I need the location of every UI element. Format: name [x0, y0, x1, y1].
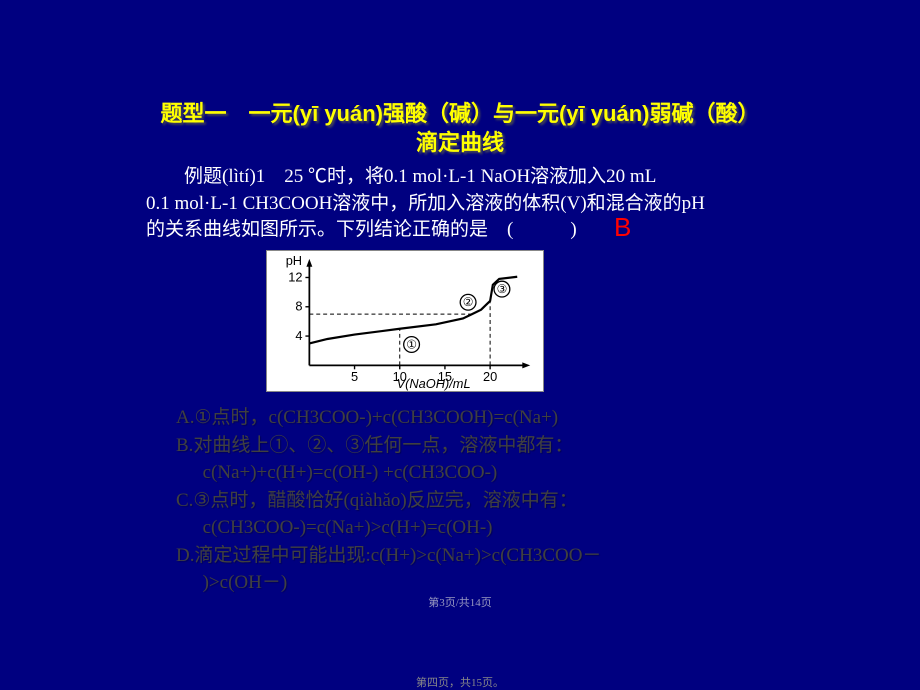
option-d-line2: )>c(OH－) — [176, 569, 800, 597]
problem-line-1: 例题(lìtí)1 25 ℃时，将0.1 mol·L-1 NaOH溶液加入20 … — [146, 164, 790, 191]
answer-options: A.①点时，c(CH3COO-)+c(CH3COOH)=c(Na+) B.对曲线… — [176, 404, 800, 597]
problem-line-2: 0.1 mol·L-1 CH3COOH溶液中，所加入溶液的体积(V)和混合液的p… — [146, 191, 790, 218]
svg-text:5: 5 — [351, 369, 358, 384]
svg-text:8: 8 — [295, 299, 302, 314]
section-title: 题型一 一元(yī yuán)强酸（碱）与一元(yī yuán)弱碱（酸）滴定曲… — [150, 100, 770, 157]
svg-text:4: 4 — [295, 328, 302, 343]
svg-text:②: ② — [463, 295, 474, 309]
chart-svg: 48125101520pHV(NaOH)/mL①②③ — [267, 251, 543, 391]
svg-text:20: 20 — [483, 369, 497, 384]
problem-text: 例题(lìtí)1 25 ℃时，将0.1 mol·L-1 NaOH溶液加入20 … — [146, 164, 790, 244]
titration-chart: 48125101520pHV(NaOH)/mL①②③ — [266, 250, 544, 392]
page-indicator-mid: 第3页/共14页 — [0, 594, 920, 610]
option-c-line1: C.③点时，醋酸恰好(qiàhǎo)反应完，溶液中有： — [176, 487, 800, 515]
option-d-line1: D.滴定过程中可能出现:c(H+)>c(Na+)>c(CH3COO－ — [176, 542, 800, 570]
answer-letter: B — [614, 212, 631, 243]
svg-text:①: ① — [406, 337, 417, 351]
option-b-line2: c(Na+)+c(H+)=c(OH-) +c(CH3COO-) — [176, 459, 800, 487]
svg-text:12: 12 — [288, 269, 302, 284]
option-a: A.①点时，c(CH3COO-)+c(CH3COOH)=c(Na+) — [176, 404, 800, 432]
option-b-line1: B.对曲线上①、②、③任何一点，溶液中都有： — [176, 432, 800, 460]
problem-line-3: 的关系曲线如图所示。下列结论正确的是 ( ) — [146, 217, 790, 244]
svg-text:V(NaOH)/mL: V(NaOH)/mL — [397, 376, 471, 391]
option-c-line2: c(CH3COO-)=c(Na+)>c(H+)=c(OH-) — [176, 514, 800, 542]
page-indicator-bottom: 第四页，共15页。 — [0, 674, 920, 690]
svg-text:③: ③ — [497, 282, 508, 296]
svg-text:pH: pH — [286, 253, 302, 268]
